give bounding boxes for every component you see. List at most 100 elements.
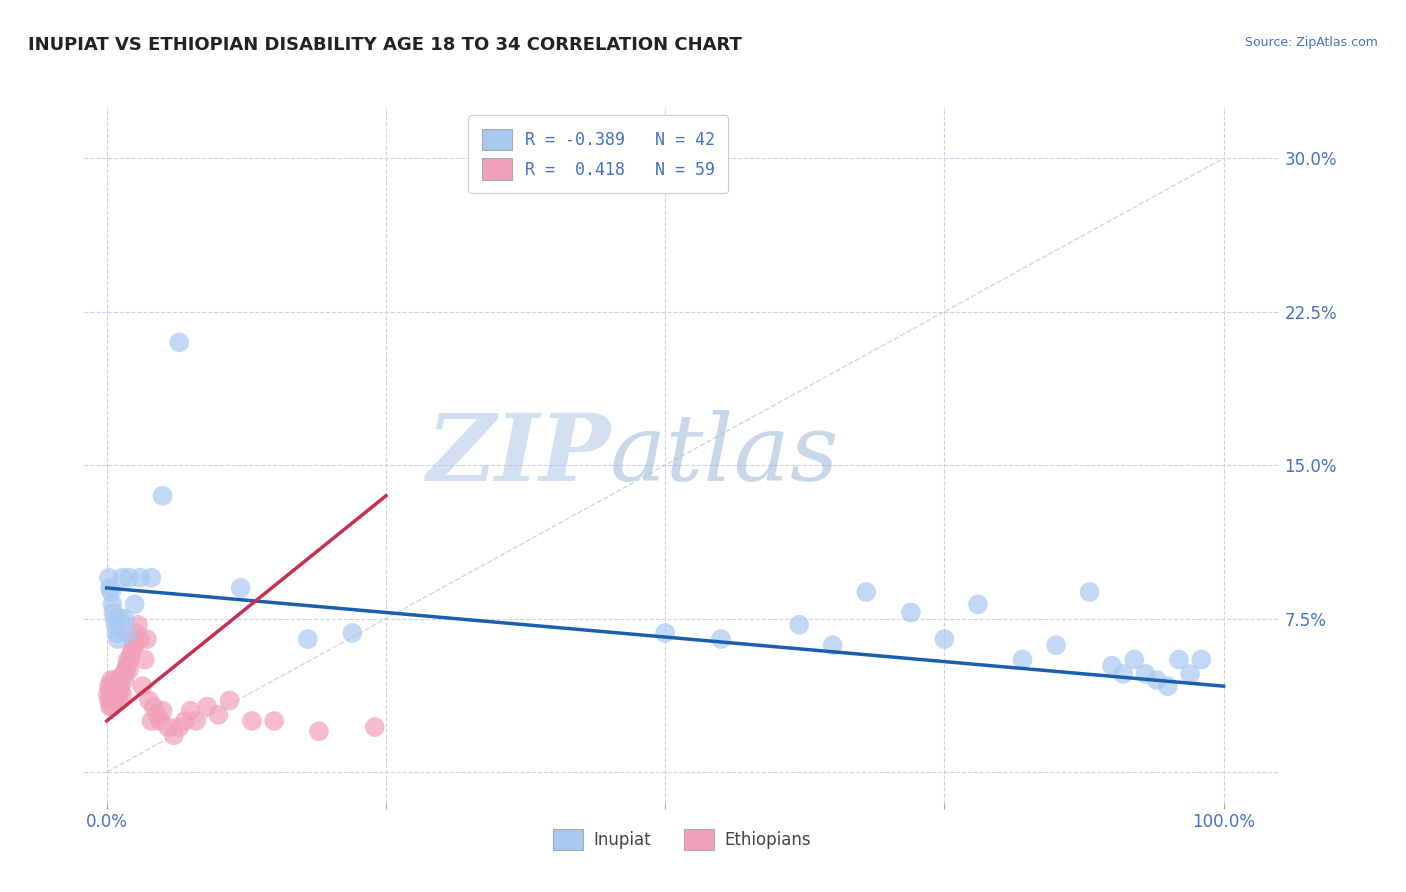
Point	[218, 693, 240, 707]
Point	[98, 699, 121, 714]
Point	[1189, 652, 1212, 666]
Point	[124, 638, 146, 652]
Point	[141, 714, 163, 728]
Point	[114, 612, 136, 626]
Point	[105, 626, 128, 640]
Legend: Inupiat, Ethiopians: Inupiat, Ethiopians	[547, 822, 817, 857]
Point	[364, 720, 387, 734]
Point	[100, 673, 122, 687]
Point	[173, 714, 195, 728]
Point	[117, 652, 139, 666]
Point	[121, 642, 143, 657]
Point	[115, 658, 138, 673]
Point	[142, 699, 165, 714]
Point	[105, 683, 128, 698]
Point	[111, 571, 134, 585]
Point	[107, 679, 129, 693]
Point	[107, 687, 129, 701]
Point	[1078, 585, 1101, 599]
Point	[1168, 652, 1191, 666]
Point	[108, 693, 131, 707]
Point	[98, 581, 121, 595]
Point	[710, 632, 733, 646]
Point	[1101, 658, 1123, 673]
Point	[240, 714, 263, 728]
Point	[149, 714, 172, 728]
Point	[1178, 666, 1201, 681]
Point	[342, 626, 364, 640]
Point	[103, 687, 125, 701]
Point	[129, 632, 152, 646]
Point	[110, 673, 132, 687]
Point	[125, 626, 148, 640]
Point	[104, 679, 127, 693]
Point	[103, 612, 125, 626]
Point	[229, 581, 252, 595]
Point	[308, 724, 330, 739]
Point	[127, 617, 149, 632]
Point	[100, 687, 122, 701]
Point	[1135, 666, 1157, 681]
Point	[163, 728, 186, 742]
Point	[114, 673, 136, 687]
Point	[111, 687, 134, 701]
Point	[101, 699, 124, 714]
Point	[97, 571, 120, 585]
Point	[129, 571, 152, 585]
Point	[103, 606, 125, 620]
Point	[103, 691, 125, 706]
Point	[1146, 673, 1168, 687]
Point	[118, 571, 141, 585]
Point	[152, 489, 174, 503]
Point	[855, 585, 877, 599]
Point	[169, 335, 191, 350]
Point	[135, 632, 157, 646]
Text: Source: ZipAtlas.com: Source: ZipAtlas.com	[1244, 36, 1378, 49]
Point	[152, 704, 174, 718]
Point	[297, 632, 319, 646]
Point	[118, 663, 141, 677]
Text: INUPIAT VS ETHIOPIAN DISABILITY AGE 18 TO 34 CORRELATION CHART: INUPIAT VS ETHIOPIAN DISABILITY AGE 18 T…	[28, 36, 742, 54]
Point	[105, 673, 128, 687]
Text: ZIP: ZIP	[426, 410, 610, 500]
Text: atlas: atlas	[610, 410, 839, 500]
Point	[98, 683, 121, 698]
Point	[138, 693, 160, 707]
Point	[207, 707, 229, 722]
Point	[101, 597, 124, 611]
Point	[131, 679, 153, 693]
Point	[1011, 652, 1033, 666]
Point	[101, 687, 124, 701]
Point	[114, 663, 136, 677]
Point	[107, 632, 129, 646]
Point	[146, 707, 169, 722]
Point	[97, 687, 120, 701]
Point	[100, 585, 122, 599]
Point	[787, 617, 810, 632]
Point	[120, 647, 142, 661]
Point	[821, 638, 844, 652]
Point	[934, 632, 956, 646]
Point	[654, 626, 676, 640]
Point	[108, 612, 131, 626]
Point	[104, 693, 127, 707]
Point	[103, 679, 125, 693]
Point	[967, 597, 990, 611]
Point	[134, 652, 156, 666]
Point	[124, 597, 146, 611]
Point	[1112, 666, 1135, 681]
Point	[900, 606, 922, 620]
Point	[115, 626, 138, 640]
Point	[1045, 638, 1067, 652]
Point	[108, 683, 131, 698]
Point	[122, 632, 145, 646]
Point	[120, 652, 142, 666]
Point	[97, 693, 120, 707]
Point	[169, 720, 191, 734]
Point	[103, 673, 125, 687]
Point	[104, 617, 127, 632]
Point	[179, 704, 201, 718]
Point	[263, 714, 285, 728]
Point	[1157, 679, 1180, 693]
Point	[184, 714, 207, 728]
